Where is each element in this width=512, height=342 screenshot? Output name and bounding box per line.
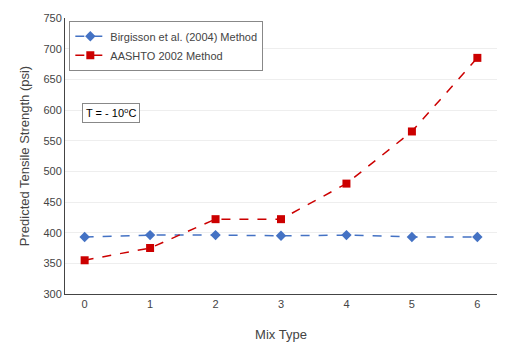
svg-text:4: 4: [343, 298, 349, 310]
svg-text:1: 1: [147, 298, 153, 310]
svg-text:400: 400: [43, 227, 61, 239]
svg-text:700: 700: [43, 43, 61, 55]
svg-text:Birgisson et al. (2004) Method: Birgisson et al. (2004) Method: [110, 31, 257, 43]
svg-text:0: 0: [82, 298, 88, 310]
svg-text:300: 300: [43, 288, 61, 300]
svg-text:2: 2: [212, 298, 218, 310]
svg-text:3: 3: [278, 298, 284, 310]
svg-text:AASHTO 2002 Method: AASHTO 2002 Method: [110, 50, 222, 62]
svg-text:500: 500: [43, 165, 61, 177]
svg-text:650: 650: [43, 73, 61, 85]
svg-text:6: 6: [474, 298, 480, 310]
svg-text:450: 450: [43, 196, 61, 208]
svg-text:T = - 10⁰C: T = - 10⁰C: [86, 107, 136, 119]
svg-text:350: 350: [43, 257, 61, 269]
svg-text:600: 600: [43, 104, 61, 116]
svg-text:750: 750: [43, 12, 61, 24]
svg-text:550: 550: [43, 135, 61, 147]
svg-text:Predicted Tensile Strength (ps: Predicted Tensile Strength (psi): [17, 66, 32, 246]
svg-text:5: 5: [409, 298, 415, 310]
svg-text:Mix Type: Mix Type: [255, 327, 307, 342]
